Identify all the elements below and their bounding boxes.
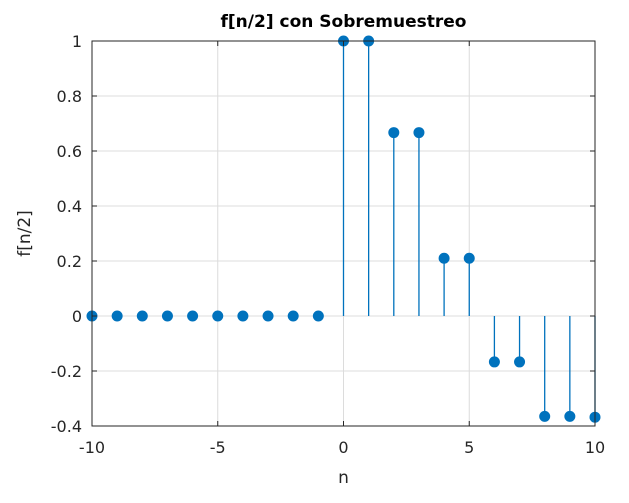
x-tick-label: -10	[79, 438, 105, 457]
stem-marker	[388, 127, 400, 139]
stem-marker	[564, 410, 576, 422]
ticks	[91, 40, 596, 427]
stem-marker	[187, 310, 199, 322]
stem-marker	[287, 310, 299, 322]
stem-marker	[539, 410, 551, 422]
x-tick-label: -5	[210, 438, 226, 457]
x-tick-label: 5	[464, 438, 474, 457]
y-tick-label: 0	[72, 307, 82, 326]
y-tick-labels: -0.4 -0.2 0 0.2 0.4 0.6 0.8 1	[51, 32, 82, 436]
x-tick-label: 10	[585, 438, 605, 457]
stem-marker	[111, 310, 123, 322]
y-tick-label: 0.4	[57, 197, 82, 216]
stem-marker	[262, 310, 274, 322]
stem-marker	[237, 310, 249, 322]
stem-marker	[136, 310, 148, 322]
y-tick-label: -0.4	[51, 417, 82, 436]
y-tick-label: -0.2	[51, 362, 82, 381]
x-tick-labels: -10 -5 0 5 10	[79, 438, 605, 457]
stem-marker	[438, 252, 450, 264]
y-axis-label: f[n/2]	[15, 210, 35, 257]
stem-marker	[463, 252, 475, 264]
x-axis-label: n	[338, 468, 349, 488]
chart-title: f[n/2] con Sobremuestreo	[221, 12, 467, 32]
x-tick-label: 0	[338, 438, 348, 457]
stem-marker	[488, 356, 500, 368]
y-tick-label: 1	[72, 32, 82, 51]
y-tick-label: 0.6	[57, 142, 82, 161]
stem-marker	[413, 127, 425, 139]
stem-marker	[312, 310, 324, 322]
stem-marker	[161, 310, 173, 322]
y-tick-label: 0.8	[57, 87, 82, 106]
stem-marker	[212, 310, 224, 322]
y-tick-label: 0.2	[57, 252, 82, 271]
stem-marker	[514, 356, 526, 368]
